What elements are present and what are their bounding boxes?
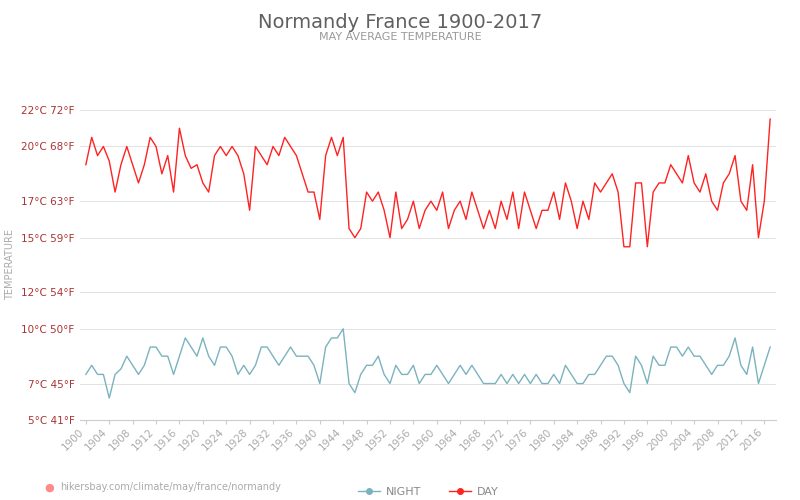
Text: hikersbay.com/climate/may/france/normandy: hikersbay.com/climate/may/france/normand…	[60, 482, 281, 492]
Text: MAY AVERAGE TEMPERATURE: MAY AVERAGE TEMPERATURE	[318, 32, 482, 42]
Text: Normandy France 1900-2017: Normandy France 1900-2017	[258, 12, 542, 32]
Text: ●: ●	[44, 482, 54, 492]
Legend: NIGHT, DAY: NIGHT, DAY	[354, 482, 502, 500]
Y-axis label: TEMPERATURE: TEMPERATURE	[6, 230, 15, 300]
